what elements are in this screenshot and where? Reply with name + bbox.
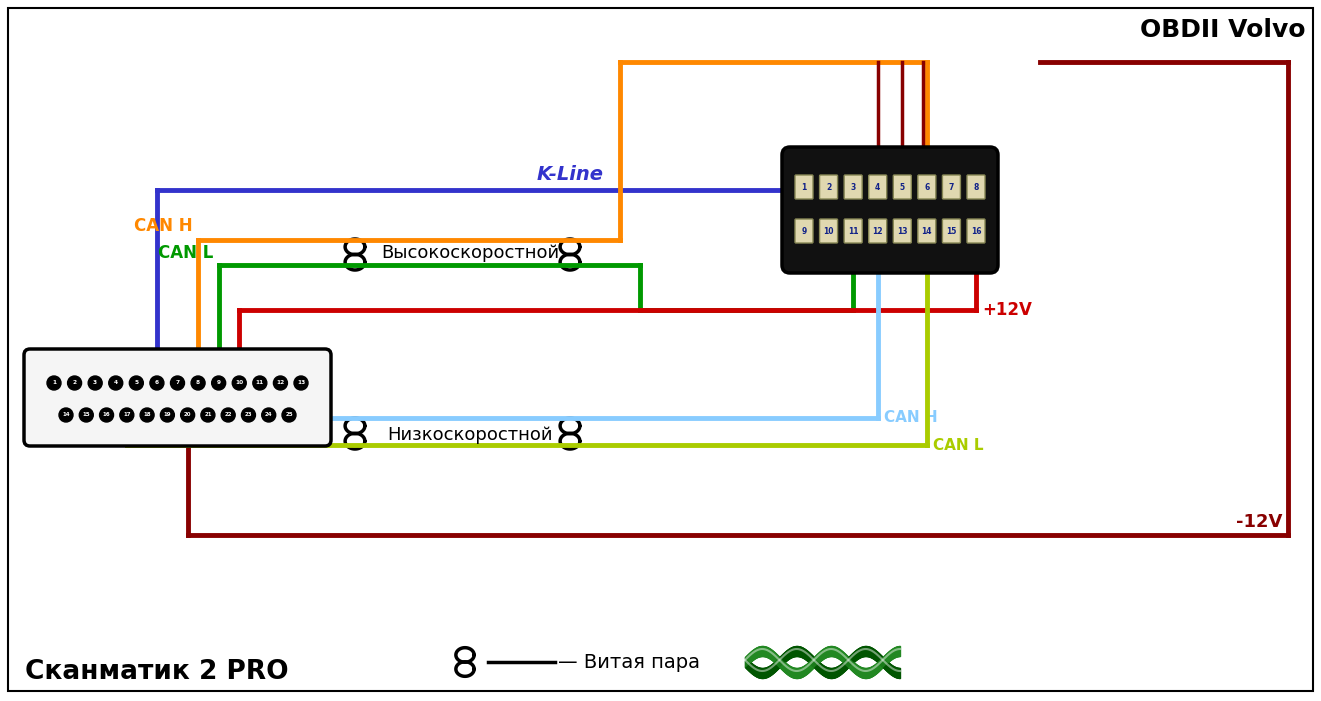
FancyBboxPatch shape [782,147,997,273]
Text: 22: 22 [225,412,232,418]
FancyBboxPatch shape [893,219,911,243]
Text: 16: 16 [971,226,982,236]
FancyBboxPatch shape [942,219,960,243]
Text: 8: 8 [196,381,201,386]
Text: 11: 11 [848,226,859,236]
Text: Высокоскоростной: Высокоскоростной [380,244,559,262]
Text: CAN H: CAN H [135,217,193,235]
Circle shape [181,408,194,422]
FancyBboxPatch shape [869,219,886,243]
Text: CAN L: CAN L [159,244,214,262]
Text: 9: 9 [217,381,221,386]
Text: +12V: +12V [982,301,1032,319]
Text: 19: 19 [164,412,172,418]
FancyBboxPatch shape [24,349,332,446]
Text: 14: 14 [922,226,933,236]
Text: 13: 13 [297,381,305,386]
Text: 23: 23 [244,412,252,418]
Text: — Витая пара: — Витая пара [557,653,700,672]
Circle shape [232,376,246,390]
FancyBboxPatch shape [918,175,935,199]
Text: 15: 15 [946,226,956,236]
Circle shape [262,408,276,422]
Text: K-Line: K-Line [536,165,604,184]
Text: OBDII Volvo: OBDII Volvo [1140,18,1305,42]
Text: 18: 18 [143,412,151,418]
Circle shape [242,408,255,422]
Text: 6: 6 [925,182,930,191]
Text: 20: 20 [184,412,192,418]
FancyBboxPatch shape [918,219,935,243]
Text: 13: 13 [897,226,908,236]
Circle shape [201,408,215,422]
Text: 17: 17 [123,412,131,418]
Text: 6: 6 [155,381,159,386]
Circle shape [281,408,296,422]
Text: 14: 14 [62,412,70,418]
Circle shape [149,376,164,390]
Circle shape [129,376,144,390]
FancyBboxPatch shape [819,219,838,243]
Circle shape [48,376,61,390]
Text: 24: 24 [266,412,272,418]
Text: 2: 2 [73,381,77,386]
Text: 11: 11 [256,381,264,386]
Text: 5: 5 [900,182,905,191]
Circle shape [120,408,133,422]
Text: 21: 21 [205,412,211,418]
Text: 2: 2 [826,182,831,191]
Text: 10: 10 [823,226,834,236]
FancyBboxPatch shape [844,219,863,243]
FancyBboxPatch shape [967,175,985,199]
Circle shape [67,376,82,390]
FancyBboxPatch shape [795,219,812,243]
Text: 9: 9 [802,226,807,236]
Text: 3: 3 [851,182,856,191]
Text: 3: 3 [92,381,98,386]
Text: 12: 12 [872,226,882,236]
Circle shape [59,408,73,422]
Circle shape [89,376,102,390]
Circle shape [108,376,123,390]
Text: -12V: -12V [1235,513,1281,531]
Circle shape [192,376,205,390]
Text: Сканматик 2 PRO: Сканматик 2 PRO [25,659,288,685]
Circle shape [211,376,226,390]
FancyBboxPatch shape [844,175,863,199]
FancyBboxPatch shape [893,175,911,199]
Text: 7: 7 [948,182,954,191]
Text: 12: 12 [276,381,284,386]
Circle shape [221,408,235,422]
Circle shape [295,376,308,390]
FancyBboxPatch shape [819,175,838,199]
Text: Низкоскоростной: Низкоскоростной [387,426,552,444]
FancyBboxPatch shape [795,175,812,199]
Circle shape [273,376,288,390]
Text: 16: 16 [103,412,111,418]
Circle shape [99,408,114,422]
Circle shape [79,408,94,422]
Circle shape [170,376,185,390]
Text: 8: 8 [974,182,979,191]
Text: CAN L: CAN L [933,437,983,453]
Text: CAN H: CAN H [884,411,938,426]
Text: 7: 7 [176,381,180,386]
Circle shape [140,408,155,422]
Text: 1: 1 [52,381,55,386]
Text: 4: 4 [875,182,880,191]
FancyBboxPatch shape [869,175,886,199]
Text: 4: 4 [114,381,118,386]
Text: 5: 5 [135,381,139,386]
Text: 15: 15 [82,412,90,418]
FancyBboxPatch shape [942,175,960,199]
Text: 25: 25 [285,412,293,418]
Circle shape [160,408,174,422]
Text: 10: 10 [235,381,243,386]
Circle shape [252,376,267,390]
FancyBboxPatch shape [967,219,985,243]
Text: 1: 1 [802,182,807,191]
